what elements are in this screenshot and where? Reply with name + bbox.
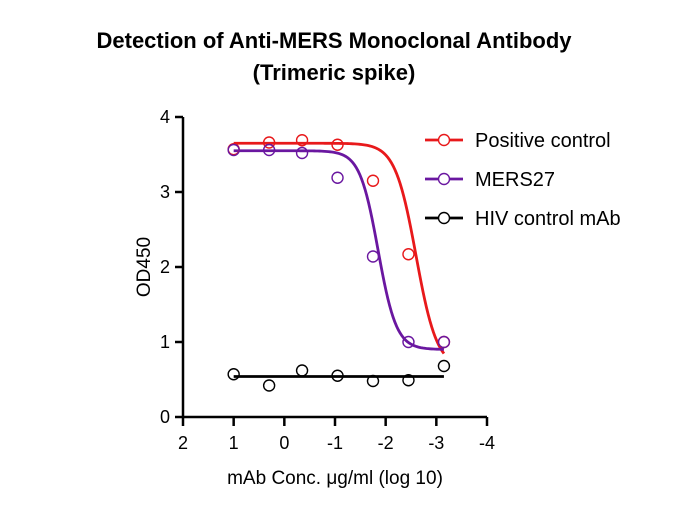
y-ticks: 0 1 2 3 4 bbox=[160, 107, 183, 427]
fit-curves bbox=[233, 141, 446, 378]
y-axis-label: OD450 bbox=[134, 237, 155, 297]
x-tick-label: -1 bbox=[327, 433, 343, 453]
legend-label: Positive control bbox=[475, 130, 611, 152]
legend-label: MERS27 bbox=[475, 169, 555, 191]
legend: Positive control MERS27 HIV control mAb bbox=[425, 130, 621, 230]
x-axis-label: mAb Conc. μg/ml (log 10) bbox=[227, 468, 443, 489]
data-point-0 bbox=[262, 136, 276, 149]
data-point-2 bbox=[331, 369, 344, 382]
data-point-1 bbox=[227, 143, 240, 157]
x-tick-label: 0 bbox=[279, 433, 289, 453]
x-tick-label: 1 bbox=[229, 433, 239, 453]
x-tick-label: -2 bbox=[378, 433, 394, 453]
data-point-1 bbox=[366, 250, 380, 263]
data-point-0 bbox=[402, 248, 415, 261]
data-point-0 bbox=[295, 134, 309, 147]
x-tick-label: -4 bbox=[479, 433, 495, 453]
fit-curve-1 bbox=[233, 149, 444, 351]
data-point-0 bbox=[331, 138, 344, 151]
x-tick-label: -3 bbox=[428, 433, 444, 453]
data-point-0 bbox=[366, 174, 380, 187]
y-tick-label: 2 bbox=[160, 257, 170, 277]
y-tick-label: 1 bbox=[160, 332, 170, 352]
legend-label: HIV control mAb bbox=[475, 208, 621, 230]
data-point-2 bbox=[437, 359, 451, 373]
data-point-2 bbox=[227, 368, 240, 381]
data-point-1 bbox=[402, 335, 415, 349]
data-point-1 bbox=[437, 335, 451, 349]
data-point-1 bbox=[331, 171, 344, 184]
y-tick-label: 3 bbox=[160, 182, 170, 202]
data-points bbox=[227, 134, 451, 392]
data-point-2 bbox=[402, 374, 415, 387]
y-tick-label: 0 bbox=[160, 407, 170, 427]
chart-title: Detection of Anti-MERS Monoclonal Antibo… bbox=[97, 28, 573, 53]
data-point-2 bbox=[366, 374, 380, 388]
legend-marker bbox=[437, 133, 451, 147]
x-ticks: 2 1 0 -1 -2 -3 -4 bbox=[178, 417, 495, 453]
x-tick-label: 2 bbox=[178, 433, 188, 453]
data-point-1 bbox=[295, 146, 309, 160]
legend-marker bbox=[437, 211, 451, 225]
y-tick-label: 4 bbox=[160, 107, 170, 127]
legend-marker bbox=[437, 172, 451, 186]
fit-curve-0 bbox=[233, 141, 446, 355]
data-point-2 bbox=[295, 364, 309, 377]
chart-subtitle: (Trimeric spike) bbox=[253, 60, 416, 85]
data-point-1 bbox=[262, 143, 276, 157]
data-point-2 bbox=[262, 379, 276, 392]
